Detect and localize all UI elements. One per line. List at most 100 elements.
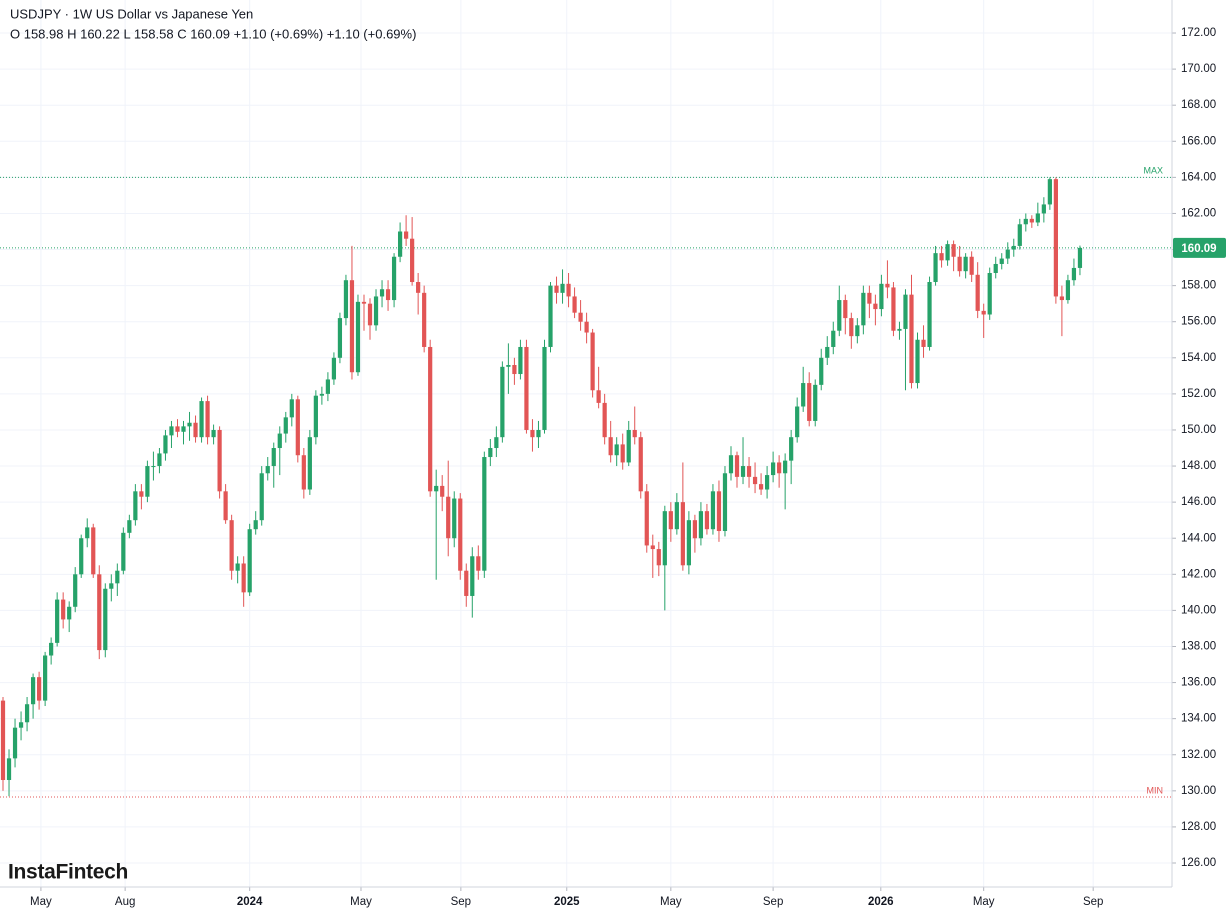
candle-body — [79, 538, 84, 575]
candles — [0, 177, 1083, 797]
candle-body — [416, 282, 421, 293]
candle-body — [67, 606, 72, 620]
candle-body — [229, 520, 234, 571]
candle-body — [283, 417, 288, 434]
candle-body — [945, 244, 950, 261]
candle-body — [783, 460, 788, 474]
y-tick-label: 138.00 — [1181, 641, 1216, 653]
x-tick-label: Aug — [115, 896, 135, 908]
candle-body — [446, 496, 451, 539]
candle-body — [849, 318, 854, 337]
candle-body — [975, 274, 980, 311]
candle-body — [771, 462, 776, 476]
candle-body — [85, 527, 90, 539]
candle-body — [963, 256, 968, 272]
y-tick-label: 150.00 — [1181, 424, 1216, 436]
y-tick-label: 164.00 — [1181, 171, 1216, 183]
x-tick-label: May — [30, 896, 52, 908]
candle-body — [921, 339, 926, 347]
candle-body — [578, 312, 583, 322]
candle-body — [458, 498, 463, 571]
candle-body — [740, 466, 746, 477]
candle-body — [614, 444, 619, 456]
candle-body — [620, 444, 625, 463]
candle-body — [331, 357, 337, 380]
candle-body — [410, 238, 415, 283]
candle-body — [752, 476, 758, 485]
candle-body — [428, 346, 433, 492]
candle-body — [367, 303, 373, 326]
y-tick-label: 144.00 — [1181, 532, 1216, 544]
candle-body — [391, 256, 397, 301]
candle-body — [211, 429, 216, 438]
x-tick-label: 2024 — [237, 896, 263, 908]
y-tick-label: 126.00 — [1181, 857, 1216, 869]
candle-body — [157, 453, 162, 467]
y-tick-label: 168.00 — [1181, 99, 1216, 111]
candle-body — [758, 484, 764, 490]
candle-body — [440, 485, 445, 497]
candle-body — [61, 599, 66, 620]
candle-body — [1017, 224, 1022, 246]
x-tick-label: Sep — [451, 896, 471, 908]
candle-body — [97, 574, 102, 651]
candle-body — [626, 429, 631, 463]
candle-body — [361, 301, 367, 304]
x-tick-label: 2026 — [868, 896, 894, 908]
y-tick-label: 156.00 — [1181, 316, 1216, 328]
candle-body — [656, 549, 661, 566]
candle-body — [277, 433, 282, 449]
candle-body — [999, 258, 1004, 264]
x-tick-label: May — [660, 896, 682, 908]
candle-body — [476, 556, 481, 571]
candle-body — [602, 402, 607, 438]
candle-body — [903, 294, 908, 329]
candle-body — [777, 462, 782, 474]
candle-body — [18, 722, 24, 728]
candle-body — [554, 285, 559, 293]
candle-body — [843, 300, 848, 319]
candle-body — [49, 642, 54, 656]
candle-body — [6, 758, 12, 781]
candle-body — [764, 475, 770, 490]
candle-body — [861, 292, 866, 326]
candle-body — [867, 292, 872, 304]
candle-body — [873, 303, 878, 310]
candle-body — [235, 563, 240, 571]
candle-body — [813, 384, 818, 421]
candle-body — [151, 466, 156, 468]
x-tick-label: Sep — [1083, 896, 1103, 908]
candle-body — [139, 491, 144, 497]
candle-body — [608, 437, 613, 456]
y-tick-label: 134.00 — [1181, 713, 1216, 725]
candle-body — [933, 253, 938, 283]
candle-body — [379, 289, 385, 297]
candle-body — [355, 301, 361, 373]
candle-body — [30, 677, 36, 705]
candle-body — [319, 393, 324, 396]
y-tick-label: 128.00 — [1181, 821, 1216, 833]
candle-body — [572, 296, 577, 313]
candle-body — [181, 426, 186, 432]
candle-body — [199, 401, 204, 438]
candle-body — [825, 346, 830, 358]
min-label: MIN — [1147, 785, 1164, 795]
candle-body — [909, 294, 914, 384]
grid — [0, 0, 1172, 887]
candle-body — [12, 727, 18, 759]
candle-body — [879, 283, 884, 310]
last-price-box — [1173, 237, 1226, 258]
candle-body — [452, 498, 457, 539]
candle-body — [1077, 247, 1083, 268]
candle-body — [722, 473, 728, 532]
y-tick-label: 154.00 — [1181, 352, 1216, 364]
candle-body — [1047, 179, 1052, 205]
candle-body — [1029, 218, 1034, 223]
candle-body — [734, 455, 740, 477]
y-tick-label: 136.00 — [1181, 677, 1216, 689]
candle-body — [1023, 218, 1028, 225]
y-tick-label: 166.00 — [1181, 135, 1216, 147]
